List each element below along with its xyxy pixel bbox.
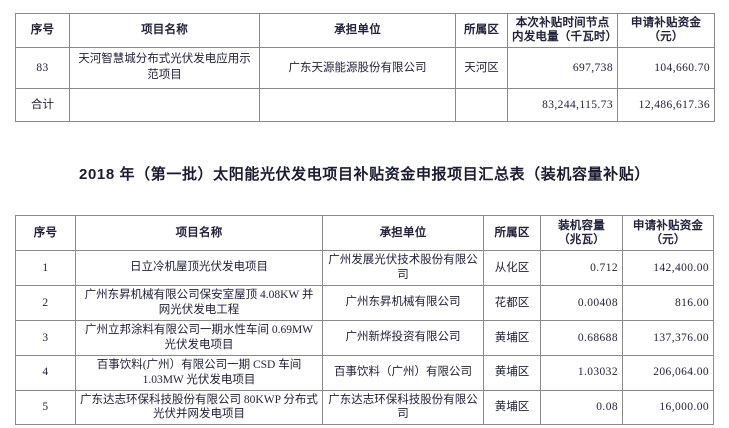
cell-capacity: 0.712 xyxy=(540,250,623,286)
cell-capacity: 0.00408 xyxy=(540,284,623,321)
cell-project: 广州立邦涂料有限公司一期水性车间 0.69MW 光伏发电项目 xyxy=(75,319,323,356)
column-header-capacity: 装机容量 （兆瓦） xyxy=(540,215,623,251)
cell-project: 日立冷机屋顶光伏发电项目 xyxy=(75,250,323,286)
table-header-row: 序号 项目名称 承担单位 所属区 装机容量 （兆瓦） 申请补贴资金 （元） xyxy=(15,215,714,251)
column-header-capacity-line1: 装机容量 xyxy=(558,219,605,232)
cell-unit: 广东达志环保科技股份有限公司 xyxy=(322,389,484,426)
cell-unit: 广州发展光伏技术股份有限公司 xyxy=(322,250,484,286)
column-header-unit: 承担单位 xyxy=(259,13,456,48)
cell-amount: 816.00 xyxy=(622,284,714,321)
cell-project: 天河智慧城分布式光伏发电应用示范项目 xyxy=(69,46,260,89)
table-total-row: 合计 83,244,115.73 12,486,617.36 xyxy=(15,87,715,122)
column-header-amount-line1: 申请补贴资金 xyxy=(632,219,704,232)
cell-district: 黄埔区 xyxy=(483,319,541,356)
table-row: 5 广东达志环保科技股份有限公司 80KWP 分布式光伏并网发电项目 广东达志环… xyxy=(15,389,714,426)
cell-project: 广州东昇机械有限公司保安室屋顶 4.08KW 并网光伏发电工程 xyxy=(75,284,323,321)
column-header-generation: 本次补贴时间节点 内发电量（千瓦时） xyxy=(507,13,618,48)
column-header-capacity-line2: （兆瓦） xyxy=(558,234,605,246)
column-header-project: 项目名称 xyxy=(69,13,260,48)
table-row: 83 天河智慧城分布式光伏发电应用示范项目 广东天源能源股份有限公司 天河区 6… xyxy=(15,46,715,89)
cell-capacity: 0.68688 xyxy=(540,319,623,356)
cell-unit: 广州新烨投资有限公司 xyxy=(322,319,484,356)
generation-subsidy-table: 序号 项目名称 承担单位 所属区 本次补贴时间节点 内发电量（千瓦时） 申请补贴… xyxy=(15,13,715,122)
cell-amount: 16,000.00 xyxy=(622,389,714,426)
column-header-amount-line1: 申请补贴资金 xyxy=(630,17,702,29)
cell-district: 从化区 xyxy=(483,250,541,286)
table-row: 4 百事饮料(广州）有限公司一期 CSD 车间 1.03MW 光伏发电项目 百事… xyxy=(15,354,714,391)
column-header-generation-line2: 内发电量（千瓦时） xyxy=(512,31,618,44)
cell-total-generation: 83,244,115.73 xyxy=(507,87,618,122)
table-header-row: 序号 项目名称 承担单位 所属区 本次补贴时间节点 内发电量（千瓦时） 申请补贴… xyxy=(15,13,715,48)
column-header-seq: 序号 xyxy=(15,13,70,48)
cell-total-amount: 12,486,617.36 xyxy=(617,87,715,122)
column-header-unit: 承担单位 xyxy=(322,215,484,251)
cell-amount: 142,400.00 xyxy=(622,250,714,286)
cell-generation: 697,738 xyxy=(507,46,618,89)
cell-capacity: 1.03032 xyxy=(540,354,623,391)
cell-amount: 206,064.00 xyxy=(622,354,714,391)
cell-district: 黄埔区 xyxy=(483,354,541,391)
column-header-district: 所属区 xyxy=(455,13,508,48)
cell-total-label: 合计 xyxy=(15,87,70,122)
column-header-generation-line1: 本次补贴时间节点 xyxy=(515,17,610,29)
table-row: 1 日立冷机屋顶光伏发电项目 广州发展光伏技术股份有限公司 从化区 0.712 … xyxy=(15,250,714,286)
page-title: 2018 年（第一批）太阳能光伏发电项目补贴资金申报项目汇总表（装机容量补贴） xyxy=(79,166,650,183)
cell-amount: 137,376.00 xyxy=(622,319,714,356)
cell-seq: 83 xyxy=(15,46,70,89)
column-header-amount: 申请补贴资金 （元） xyxy=(622,215,714,251)
table-row: 2 广州东昇机械有限公司保安室屋顶 4.08KW 并网光伏发电工程 广州东昇机械… xyxy=(15,284,714,321)
cell-seq: 1 xyxy=(15,250,76,286)
cell-total-project xyxy=(69,87,260,122)
table-row: 3 广州立邦涂料有限公司一期水性车间 0.69MW 光伏发电项目 广州新烨投资有… xyxy=(15,319,714,356)
cell-project: 百事饮料(广州）有限公司一期 CSD 车间 1.03MW 光伏发电项目 xyxy=(75,354,323,391)
cell-amount: 104,660.70 xyxy=(617,46,715,89)
cell-unit: 广东天源能源股份有限公司 xyxy=(259,46,456,89)
column-header-amount-line2: （元） xyxy=(648,31,684,44)
cell-district: 花都区 xyxy=(483,284,541,321)
column-header-amount: 申请补贴资金 （元） xyxy=(617,13,715,48)
cell-seq: 5 xyxy=(15,389,76,426)
column-header-project: 项目名称 xyxy=(75,215,323,251)
cell-district: 天河区 xyxy=(455,46,508,89)
cell-project: 广东达志环保科技股份有限公司 80KWP 分布式光伏并网发电项目 xyxy=(75,389,323,426)
cell-district: 黄埔区 xyxy=(483,389,541,426)
cell-seq: 4 xyxy=(15,354,76,391)
column-header-seq: 序号 xyxy=(15,215,76,251)
cell-seq: 2 xyxy=(15,284,76,321)
cell-seq: 3 xyxy=(15,319,76,356)
column-header-district: 所属区 xyxy=(483,215,541,251)
cell-unit: 广州东昇机械有限公司 xyxy=(322,284,484,321)
cell-total-unit xyxy=(259,87,456,122)
cell-capacity: 0.08 xyxy=(540,389,623,426)
cell-total-district xyxy=(455,87,508,122)
capacity-subsidy-table: 序号 项目名称 承担单位 所属区 装机容量 （兆瓦） 申请补贴资金 （元） 1 … xyxy=(15,215,714,426)
cell-unit: 百事饮料（广州）有限公司 xyxy=(322,354,484,391)
column-header-amount-line2: （元） xyxy=(650,234,686,246)
